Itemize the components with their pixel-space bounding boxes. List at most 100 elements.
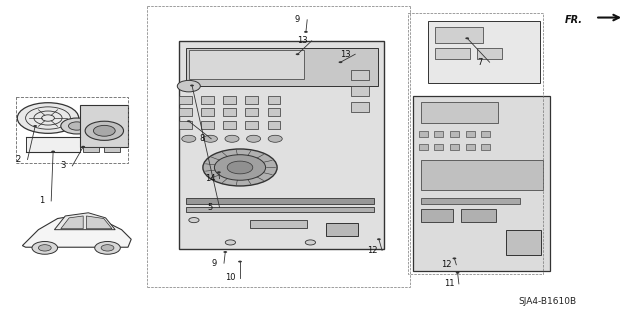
- Bar: [268, 121, 280, 129]
- Bar: [268, 96, 280, 104]
- Polygon shape: [22, 215, 131, 247]
- Bar: [179, 121, 192, 129]
- Text: 13: 13: [297, 36, 307, 45]
- Circle shape: [305, 240, 316, 245]
- Bar: [250, 220, 307, 228]
- Bar: [104, 147, 120, 152]
- Circle shape: [85, 121, 124, 140]
- Bar: [179, 96, 192, 104]
- Bar: [421, 198, 520, 204]
- Bar: [435, 27, 483, 43]
- Bar: [179, 108, 192, 116]
- Polygon shape: [86, 216, 112, 229]
- Text: 9: 9: [212, 259, 217, 268]
- Circle shape: [93, 125, 115, 136]
- Circle shape: [81, 146, 85, 148]
- Bar: [351, 70, 369, 80]
- Circle shape: [377, 238, 381, 240]
- Bar: [450, 144, 459, 150]
- Circle shape: [95, 241, 120, 254]
- Text: 8: 8: [199, 134, 204, 143]
- Circle shape: [33, 125, 37, 127]
- Bar: [421, 209, 453, 222]
- Circle shape: [101, 245, 114, 251]
- Circle shape: [452, 257, 456, 259]
- Bar: [186, 207, 374, 212]
- Bar: [223, 121, 236, 129]
- Circle shape: [225, 135, 239, 142]
- Bar: [435, 48, 470, 59]
- Circle shape: [268, 135, 282, 142]
- Circle shape: [456, 272, 460, 274]
- Bar: [186, 48, 378, 86]
- Circle shape: [182, 135, 196, 142]
- Bar: [428, 21, 540, 83]
- Bar: [481, 144, 490, 150]
- Text: 7: 7: [477, 58, 483, 67]
- Circle shape: [68, 122, 85, 130]
- Bar: [189, 50, 304, 79]
- Circle shape: [204, 135, 218, 142]
- Bar: [408, 13, 543, 274]
- Text: 11: 11: [444, 279, 454, 288]
- Bar: [351, 86, 369, 96]
- Bar: [421, 160, 543, 190]
- Circle shape: [38, 245, 51, 251]
- Bar: [83, 147, 99, 152]
- Bar: [245, 108, 259, 116]
- Bar: [268, 108, 280, 116]
- Text: SJA4-B1610B: SJA4-B1610B: [518, 297, 576, 306]
- Circle shape: [217, 171, 221, 173]
- Bar: [80, 105, 128, 147]
- Bar: [223, 96, 236, 104]
- Circle shape: [465, 37, 469, 39]
- Bar: [326, 223, 358, 236]
- Circle shape: [17, 103, 79, 133]
- Circle shape: [339, 61, 342, 63]
- Text: 13: 13: [340, 50, 351, 59]
- Bar: [201, 108, 214, 116]
- Circle shape: [296, 53, 300, 55]
- Circle shape: [238, 261, 242, 263]
- Circle shape: [177, 80, 200, 92]
- Bar: [419, 131, 428, 137]
- Bar: [26, 137, 80, 152]
- Circle shape: [61, 118, 93, 134]
- Bar: [421, 102, 498, 123]
- Bar: [461, 209, 496, 222]
- Bar: [435, 131, 444, 137]
- Bar: [16, 97, 128, 163]
- Circle shape: [304, 31, 308, 33]
- Circle shape: [189, 218, 199, 223]
- Bar: [450, 131, 459, 137]
- Bar: [481, 131, 490, 137]
- Bar: [435, 144, 444, 150]
- Bar: [413, 96, 550, 271]
- Text: 14: 14: [205, 174, 215, 183]
- Circle shape: [246, 135, 260, 142]
- Bar: [179, 41, 384, 249]
- Bar: [223, 108, 236, 116]
- Text: 12: 12: [367, 246, 378, 255]
- Text: FR.: FR.: [564, 15, 582, 25]
- Circle shape: [32, 241, 58, 254]
- Circle shape: [51, 151, 55, 152]
- Text: 12: 12: [442, 260, 452, 269]
- Bar: [477, 48, 502, 59]
- Bar: [245, 96, 259, 104]
- Circle shape: [223, 251, 227, 253]
- Text: 3: 3: [60, 161, 65, 170]
- Bar: [245, 121, 259, 129]
- Bar: [201, 121, 214, 129]
- Circle shape: [227, 161, 253, 174]
- Bar: [186, 198, 374, 204]
- Bar: [466, 131, 475, 137]
- Polygon shape: [61, 216, 83, 229]
- Text: 10: 10: [225, 273, 236, 282]
- Text: 5: 5: [207, 203, 212, 212]
- Circle shape: [203, 149, 277, 186]
- Bar: [201, 96, 214, 104]
- Circle shape: [225, 240, 236, 245]
- Circle shape: [187, 120, 191, 122]
- Circle shape: [214, 155, 266, 180]
